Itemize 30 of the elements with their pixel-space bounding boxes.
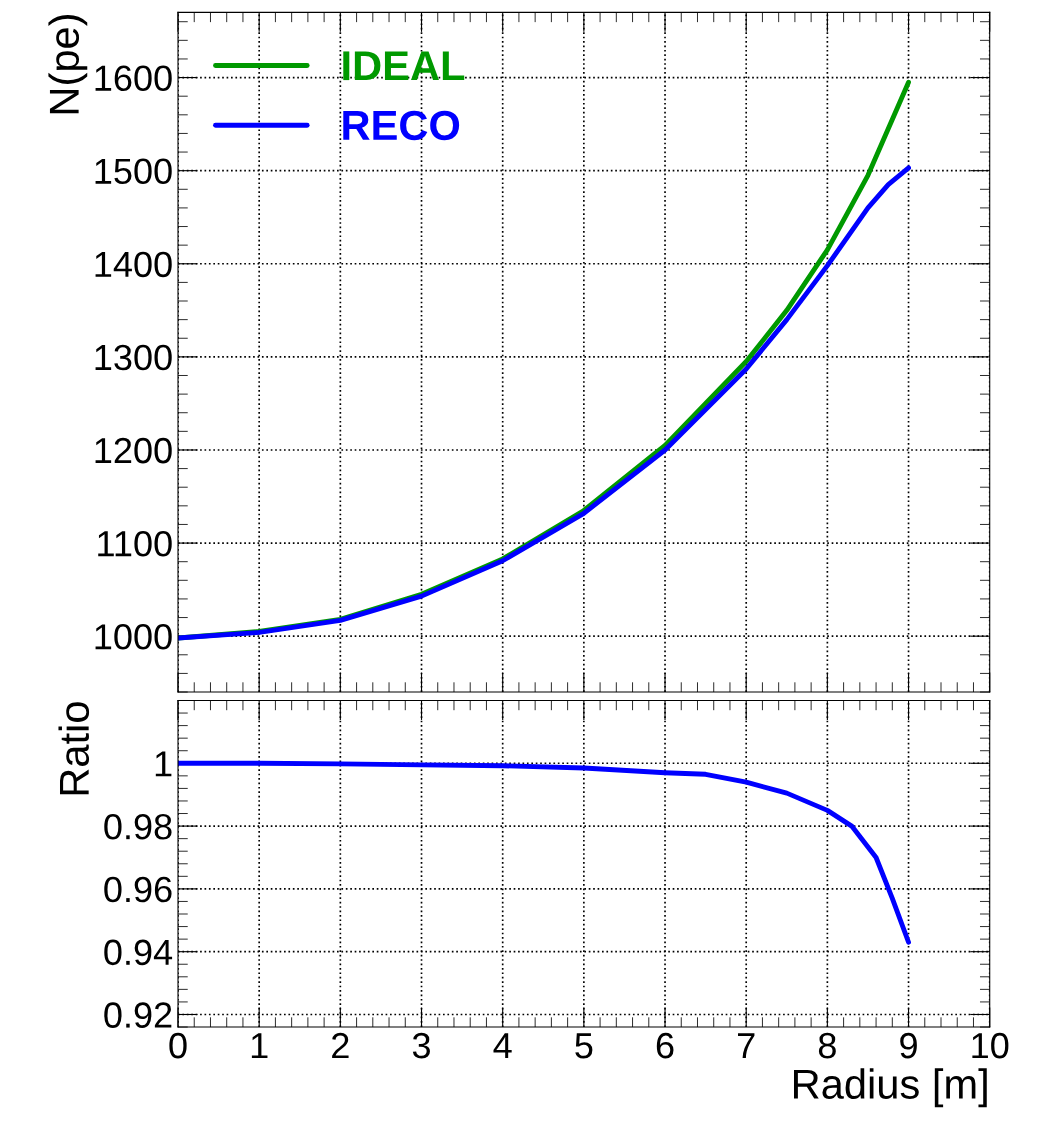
line-series [178,165,911,641]
x-axis-title: Radius [m] [794,1068,987,1108]
x-tick-label: 8 [818,1032,836,1059]
x-tick-label: 9 [900,1032,917,1059]
x-tick-label: 3 [412,1032,430,1059]
y-axis-title: N(pe) [48,14,88,114]
x-tick-label: 0 [169,1032,187,1059]
x-tick-label: 1 [251,1033,268,1059]
legend-label: IDEAL [343,51,465,81]
y-axis-title: Ratio [58,702,90,795]
x-tick-label: 6 [656,1032,674,1059]
y-tick-label: 1300 [95,344,172,371]
y-tick-label: 1600 [95,65,172,92]
y-tick-label: 0.96 [104,876,172,903]
x-tick-label: 10 [972,1032,1009,1059]
y-tick-label: 1000 [95,624,172,650]
y-tick-label: 0.92 [104,1002,172,1028]
y-tick-label: 1400 [95,251,172,278]
legend-label: RECO [343,110,460,141]
x-tick-label: 7 [738,1033,755,1059]
y-tick-label: 0.94 [104,939,173,966]
y-tick-label: 1200 [95,437,172,464]
x-tick-label: 2 [332,1032,349,1059]
x-tick-label: 4 [493,1033,512,1059]
line-series [178,760,911,945]
y-tick-label: 0.98 [104,813,172,840]
y-tick-label: 1 [155,751,172,777]
x-tick-label: 5 [575,1033,593,1059]
y-tick-label: 1100 [98,530,172,557]
y-tick-label: 1500 [95,158,172,185]
